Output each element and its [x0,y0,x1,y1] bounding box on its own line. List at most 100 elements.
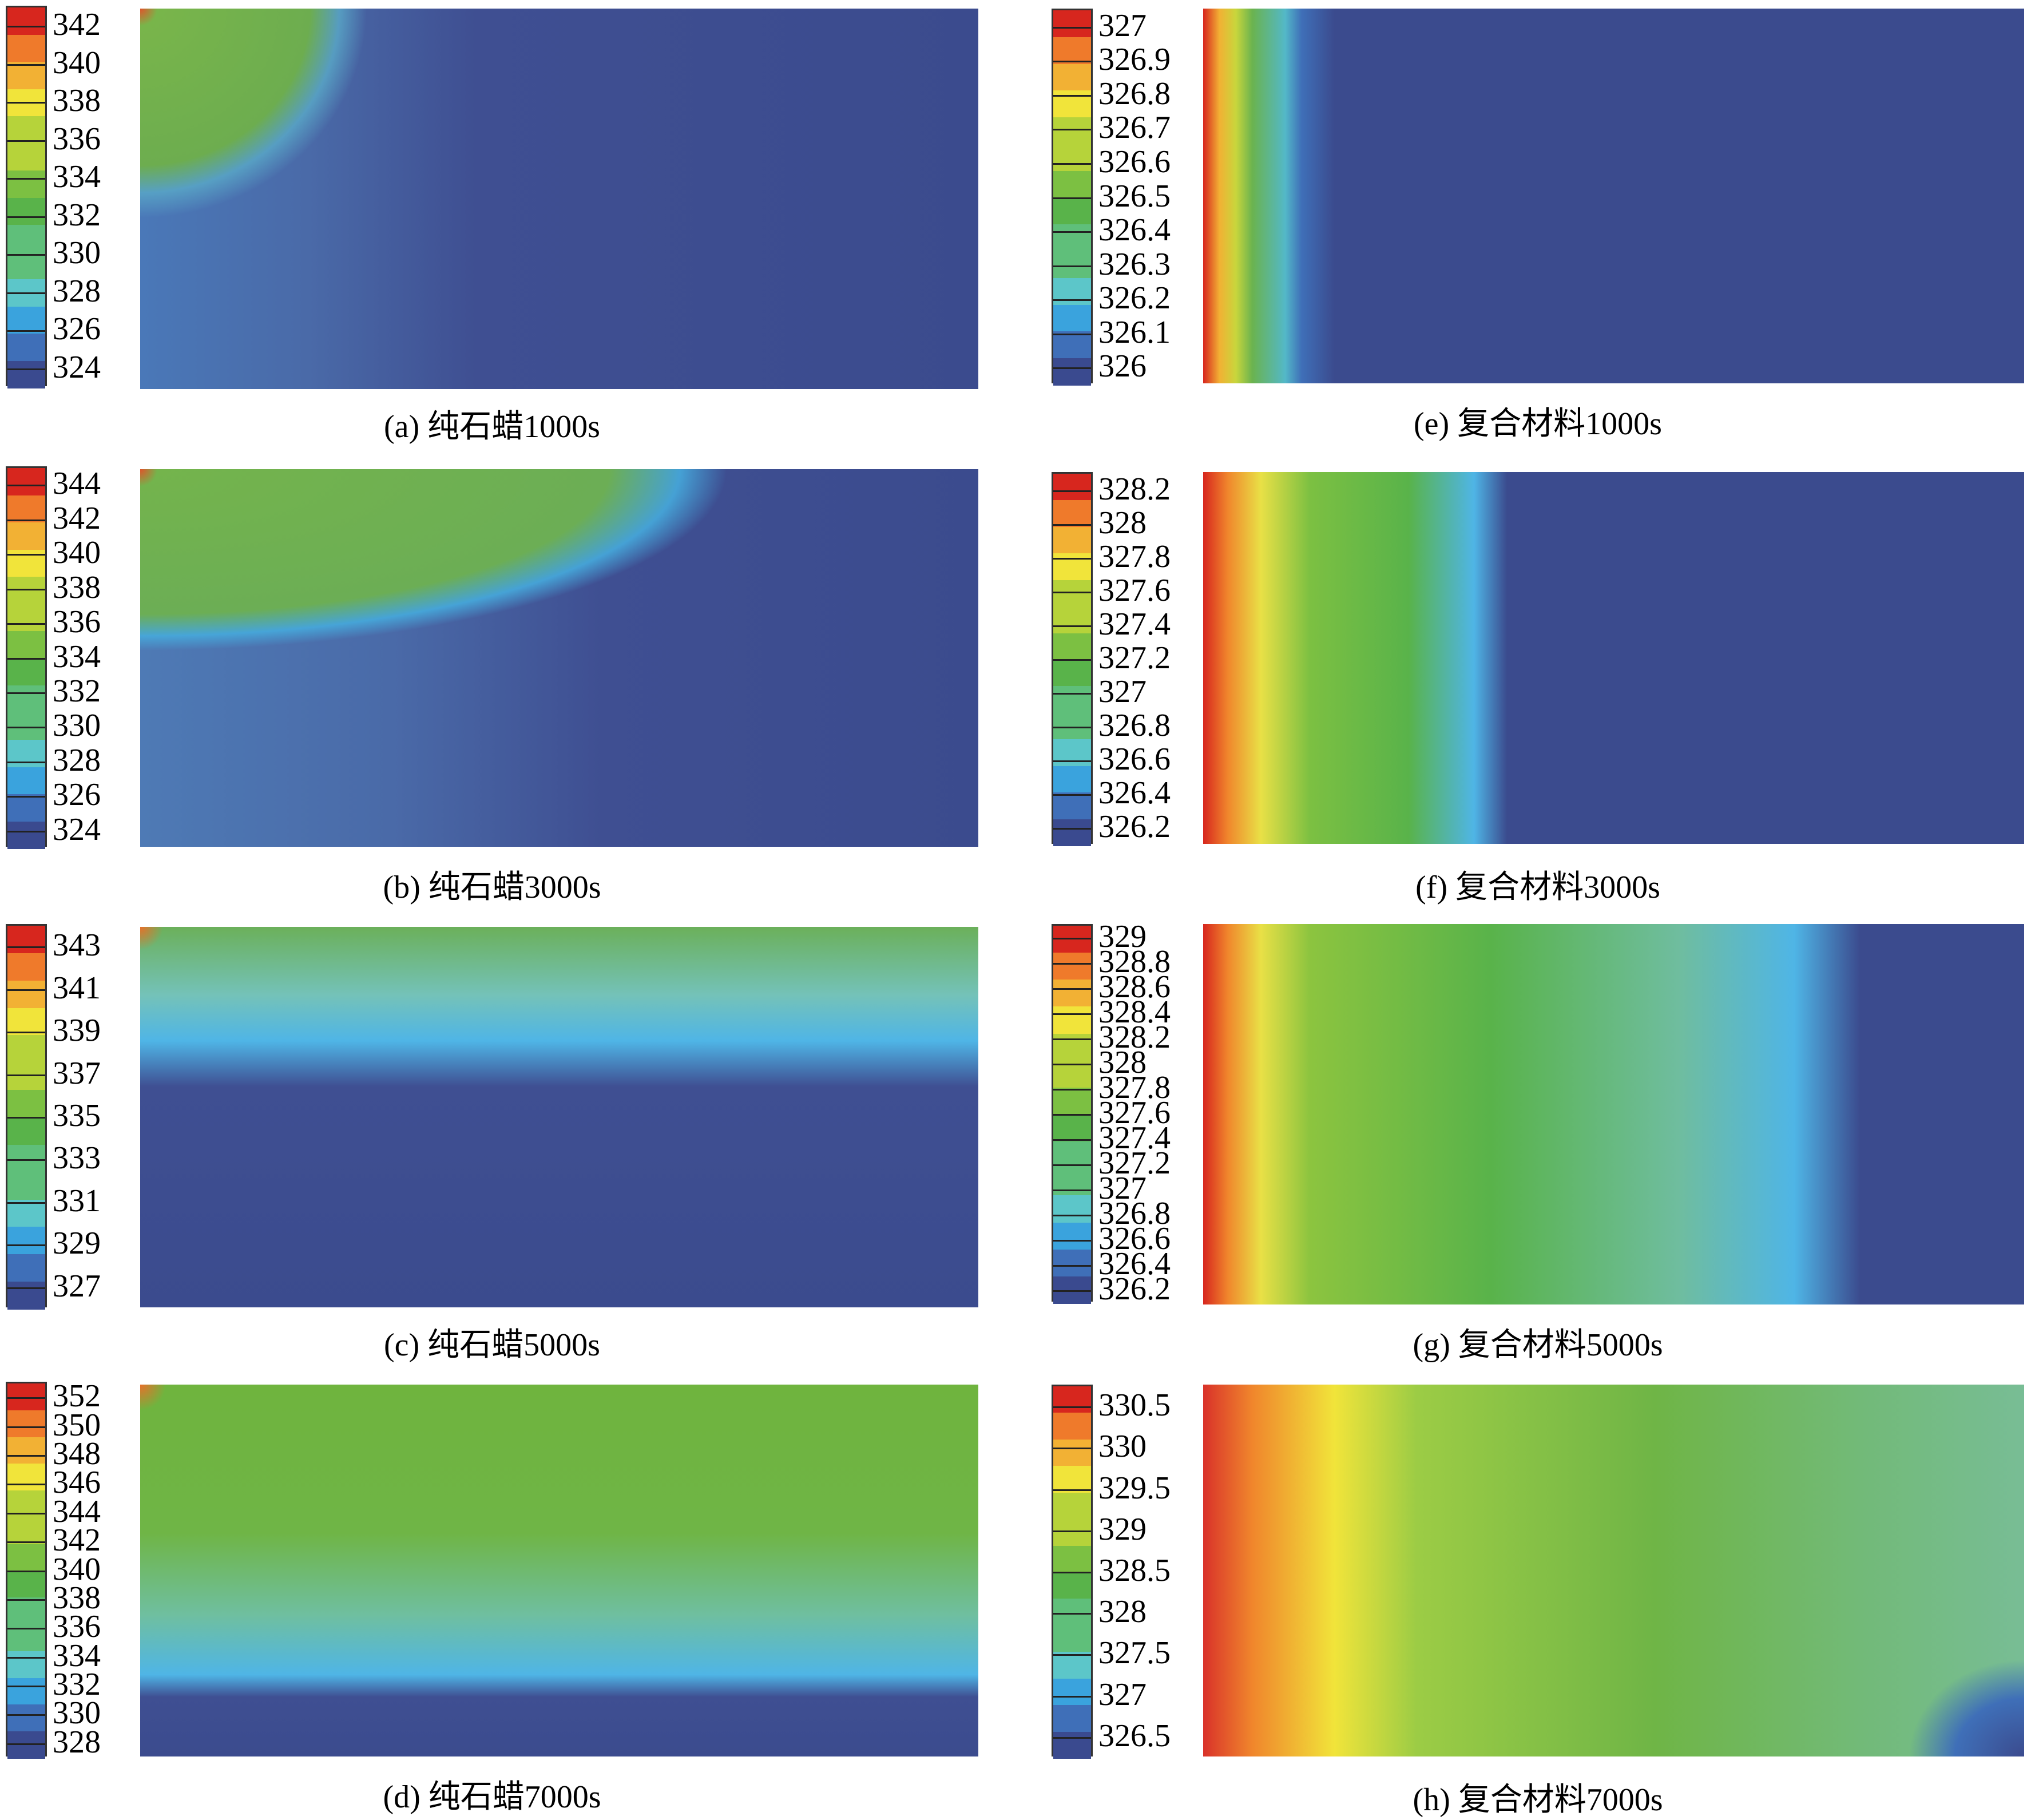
colorbar-band [7,631,45,659]
colorbar-tick [7,292,45,294]
colorbar-band [1053,1678,1091,1706]
colorbar-tick [1053,625,1091,627]
colorbar-tick [7,1512,45,1514]
colorbar-band [1053,64,1091,92]
colorbar-tick [1053,938,1091,939]
colorbar-band [7,34,45,62]
colorbar-tick-label: 344 [53,466,101,502]
colorbar-band [7,522,45,550]
colorbar-tick [7,989,45,991]
colorbar-tick [1053,1448,1091,1450]
colorbar-tick [7,330,45,332]
colorbar-tick [1053,524,1091,526]
colorbar-band [7,7,45,35]
colorbar-band [1053,1652,1091,1679]
colorbar-band [1053,1599,1091,1626]
caption: (c) 纯石蜡5000s [384,1327,600,1363]
colorbar-band [1053,606,1091,634]
colorbar-band [7,116,45,144]
colorbar-tick [1053,1139,1091,1141]
colorbar-tick-label: 344 [53,1493,101,1529]
colorbar-tick-label: 327.6 [1098,572,1171,608]
colorbar-band [7,197,45,225]
colorbar-band [7,767,45,795]
colorbar [1052,472,1093,846]
colorbar-band [7,953,45,981]
colorbar-band [1053,251,1091,279]
colorbar-band [7,1571,45,1599]
colorbar-band [1053,766,1091,794]
colorbar-tick [7,485,45,487]
colorbar-tick-label: 328.8 [1098,944,1171,980]
colorbar-tick [1053,1695,1091,1698]
colorbar-band [7,306,45,334]
panel-g: (g) 复合材料5000s 329 328.8 328.6 328.4 328.2 328… [1052,921,2024,1363]
caption: (h) 复合材料7000s [1413,1782,1663,1818]
colorbar-tick-label: 341 [53,970,101,1006]
colorbar-tick-label: 336 [53,121,101,157]
colorbar-tick [7,1074,45,1076]
colorbar-band [7,658,45,686]
colorbar-tick-label: 327 [1098,7,1147,43]
colorbar-band [7,495,45,523]
colorbar-band [1053,1249,1091,1277]
colorbar-band [1053,953,1091,981]
colorbar-tick-label: 331 [53,1183,101,1219]
colorbar [1052,9,1093,386]
colorbar-band [1053,1033,1091,1061]
colorbar-band [1053,37,1091,65]
colorbar-band [7,1199,45,1228]
colorbar-band [7,1731,45,1759]
colorbar-tick [1053,1013,1091,1015]
colorbar-tick-label: 330 [1098,1429,1147,1465]
field-gradient-layer [140,9,978,389]
colorbar-tick-label: 342 [53,1522,101,1559]
panel-b: (b) 纯石蜡3000s 344 342 340 338 336 334 332 330 328… [6,466,978,905]
colorbar-tick [7,946,45,949]
colorbar-tick-label: 326.4 [1098,1246,1171,1282]
colorbar-tick [1053,557,1091,560]
colorbar-band [1053,304,1091,332]
colorbar-band [1053,224,1091,252]
colorbar-tick-label: 334 [53,1637,101,1674]
colorbar-tick-label: 328 [53,742,101,778]
colorbar-tick-label: 328 [1098,505,1147,541]
temperature-field [140,1385,978,1756]
colorbar-tick-label: 326.9 [1098,42,1171,78]
colorbar-band [1053,1168,1091,1196]
colorbar-band [7,1410,45,1438]
field-gradient-layer [1203,924,2024,1304]
field-gradient-layer [140,469,978,847]
colorbar-tick [1053,659,1091,661]
colorbar-band [7,252,45,280]
colorbar-tick-label: 338 [53,83,101,119]
panel-f: (f) 复合材料3000s 328.2 328 327.8 327.6 327.4 327… [1052,472,2024,907]
colorbar-tick-label: 350 [53,1407,101,1443]
colorbar-tick [1053,1215,1091,1216]
colorbar-band [1053,1731,1091,1759]
colorbar-tick [1053,333,1091,335]
colorbar-tick [1053,1406,1091,1409]
colorbar-tick-label: 339 [53,1013,101,1049]
colorbar [6,6,47,388]
caption: (a) 纯石蜡1000s [384,409,600,445]
colorbar-band [7,1035,45,1064]
colorbar-band [1053,277,1091,306]
colorbar-band [1053,660,1091,687]
colorbar-tick [7,1244,45,1247]
colorbar-band [1053,1276,1091,1304]
colorbar-band [1053,170,1091,199]
colorbar-band [1053,712,1091,740]
colorbar-band [7,1227,45,1255]
colorbar-tick [7,368,45,370]
colorbar-tick [7,1628,45,1630]
colorbar-band [1053,144,1091,172]
colorbar-tick [1053,1114,1091,1116]
colorbar-tick-label: 327.8 [1098,1070,1171,1105]
colorbar-band [1053,1572,1091,1600]
colorbar-tick [1053,1164,1091,1166]
colorbar-tick [1053,1064,1091,1065]
colorbar-band [7,143,45,171]
colorbar-tick [7,216,45,218]
colorbar-tick-label: 326.6 [1098,742,1171,778]
